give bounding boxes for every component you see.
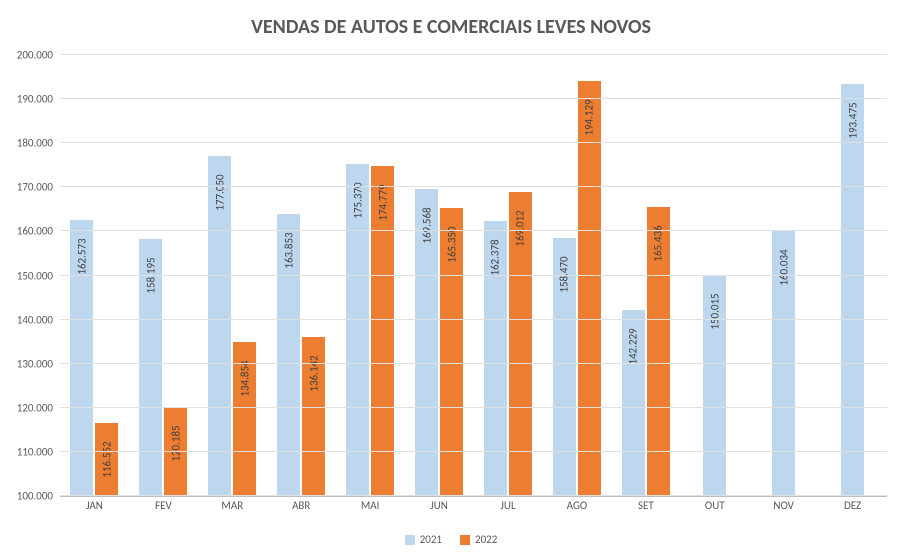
legend-label: 2021 [420, 533, 442, 546]
bar-value-label: 165.350 [445, 226, 458, 262]
y-tick-label: 160.000 [8, 225, 53, 238]
bar: 175.370 [346, 164, 369, 496]
bar: 116.552 [95, 423, 118, 496]
legend-label: 2022 [475, 533, 497, 546]
category-group: 175.370 174.779 [336, 55, 405, 496]
y-tick-label: 190.000 [8, 93, 53, 106]
category-group: 169.568 165.350 [405, 55, 474, 496]
bar: 174.779 [371, 166, 394, 496]
bar-value-label: 134.854 [238, 361, 251, 397]
x-tick-label: DEZ [818, 499, 887, 517]
x-tick-label: AGO [542, 499, 611, 517]
bar-value-label: 177.050 [213, 175, 226, 211]
x-tick-label: OUT [680, 499, 749, 517]
category-group: 163.853 136.142 [267, 55, 336, 496]
category-group: 158.195 120.185 [129, 55, 198, 496]
gridline [60, 98, 887, 99]
gridline [60, 319, 887, 320]
x-tick-label: MAI [336, 499, 405, 517]
bar: 158.470 [553, 238, 576, 496]
y-tick-label: 120.000 [8, 401, 53, 414]
bar-value-label: 160.034 [777, 250, 790, 286]
bar-value-label: 194.129 [583, 99, 596, 135]
x-tick-label: JUL [474, 499, 543, 517]
legend-swatch [460, 535, 470, 545]
bar-value-label: 174.779 [376, 185, 389, 221]
y-tick-label: 170.000 [8, 181, 53, 194]
bar: 150.015 [703, 275, 726, 496]
gridline [60, 495, 887, 496]
chart-container: VENDAS DE AUTOS E COMERCIAIS LEVES NOVOS… [0, 0, 902, 552]
category-group: 162.573 116.552 [60, 55, 129, 496]
bar-value-label: 142.229 [627, 328, 640, 364]
bar: 193.475 [841, 84, 864, 496]
x-tick-label: JAN [60, 499, 129, 517]
chart-title: VENDAS DE AUTOS E COMERCIAIS LEVES NOVOS [15, 15, 887, 39]
bar: 162.378 [484, 221, 507, 496]
y-tick-label: 140.000 [8, 313, 53, 326]
y-tick-label: 100.000 [8, 490, 53, 503]
x-axis: JANFEVMARABRMAIJUNJULAGOSETOUTNOVDEZ [60, 499, 887, 517]
gridline [60, 407, 887, 408]
y-tick-label: 110.000 [8, 445, 53, 458]
bar-value-label: 120.185 [169, 425, 182, 461]
x-tick-label: MAR [198, 499, 267, 517]
legend: 2021 2022 [0, 533, 902, 546]
y-tick-label: 130.000 [8, 357, 53, 370]
x-tick-label: NOV [749, 499, 818, 517]
bars-layer: 162.573 116.552 158.195 120.185 177.050 134.8… [60, 55, 887, 496]
legend-item: 2022 [460, 533, 497, 546]
x-tick-label: FEV [129, 499, 198, 517]
bar: 158.195 [139, 239, 162, 496]
legend-item: 2021 [405, 533, 442, 546]
bar-value-label: 150.015 [708, 294, 721, 330]
bar: 165.436 [647, 207, 670, 496]
bar-value-label: 158.195 [144, 258, 157, 294]
plot-area: 162.573 116.552 158.195 120.185 177.050 134.8… [60, 55, 887, 497]
x-tick-label: JUN [405, 499, 474, 517]
bar: 136.142 [302, 337, 325, 496]
y-tick-label: 180.000 [8, 137, 53, 150]
y-tick-label: 150.000 [8, 269, 53, 282]
y-tick-label: 200.000 [8, 49, 53, 62]
category-group: 150.015 [680, 55, 749, 496]
bar: 162.573 [70, 220, 93, 496]
gridline [60, 54, 887, 55]
category-group: 160.034 [749, 55, 818, 496]
bar: 177.050 [208, 156, 231, 496]
x-tick-label: ABR [267, 499, 336, 517]
bar-value-label: 162.378 [489, 239, 502, 275]
bar-value-label: 136.142 [307, 355, 320, 391]
bar: 165.350 [440, 208, 463, 496]
bar-value-label: 169.568 [420, 208, 433, 244]
bar-value-label: 162.573 [75, 238, 88, 274]
x-tick-label: SET [611, 499, 680, 517]
bar-value-label: 175.370 [351, 182, 364, 218]
gridline [60, 142, 887, 143]
bar-value-label: 163.853 [282, 233, 295, 269]
category-group: 193.475 [818, 55, 887, 496]
bar: 142.229 [622, 310, 645, 496]
category-group: 177.050 134.854 [198, 55, 267, 496]
bar-value-label: 169.012 [514, 210, 527, 246]
category-group: 158.470 194.129 [542, 55, 611, 496]
bar-value-label: 193.475 [846, 102, 859, 138]
category-group: 162.378 169.012 [474, 55, 543, 496]
legend-swatch [405, 535, 415, 545]
gridline [60, 186, 887, 187]
category-group: 142.229 165.436 [611, 55, 680, 496]
bar-value-label: 116.552 [100, 441, 113, 477]
gridline [60, 451, 887, 452]
gridline [60, 275, 887, 276]
gridline [60, 363, 887, 364]
bar: 163.853 [277, 214, 300, 496]
gridline [60, 230, 887, 231]
bar: 134.854 [233, 342, 256, 496]
